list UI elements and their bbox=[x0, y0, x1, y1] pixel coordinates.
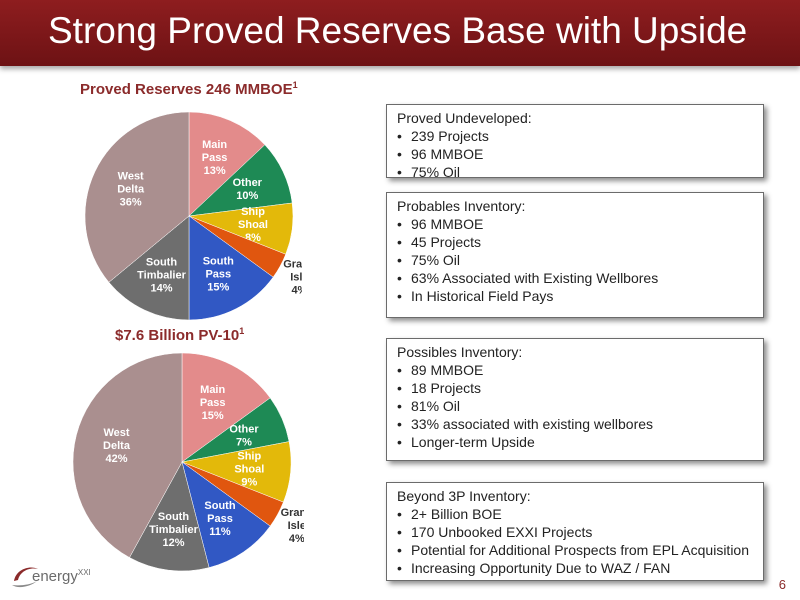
list-item: 75% Oil bbox=[397, 251, 763, 269]
box-title: Probables Inventory: bbox=[397, 198, 526, 214]
pie-label-ship-shoal: Ship Shoal 9% bbox=[234, 450, 264, 488]
box-list: 89 MMBOE 18 Projects 81% Oil 33% associa… bbox=[397, 361, 763, 451]
proved-undeveloped-box: Proved Undeveloped: 239 Projects 96 MMBO… bbox=[386, 104, 764, 181]
list-item: 96 MMBOE bbox=[397, 145, 763, 163]
list-item: Longer-term Upside bbox=[397, 433, 763, 451]
pie-label-west-delta: West Delta 36% bbox=[117, 171, 145, 209]
pie-slice-west-delta bbox=[84, 111, 190, 283]
list-item: 45 Projects bbox=[397, 233, 763, 251]
chart-2-title-footnote: 1 bbox=[239, 326, 245, 336]
logo-wordmark-sup: XXI bbox=[77, 568, 91, 577]
possibles-inventory-box: Possibles Inventory: 89 MMBOE 18 Project… bbox=[386, 338, 764, 461]
pie-slice-south-pass bbox=[181, 461, 271, 568]
list-item: 75% Oil bbox=[397, 163, 763, 181]
box-title: Proved Undeveloped: bbox=[397, 110, 532, 126]
beyond-3p-inventory-box: Beyond 3P Inventory: 2+ Billion BOE 170 … bbox=[386, 482, 764, 581]
chart-1-title-footnote: 1 bbox=[292, 80, 298, 90]
list-item: In Historical Field Pays bbox=[397, 287, 763, 305]
list-item: 81% Oil bbox=[397, 397, 763, 415]
pie-label-main-pass: Main Pass 15% bbox=[200, 384, 226, 422]
energy-xxi-logo: energyXXI bbox=[10, 563, 100, 591]
chart-1-title-text: Proved Reserves 246 MMBOE bbox=[80, 81, 293, 98]
chart-1-title: Proved Reserves 246 MMBOE1 bbox=[80, 80, 298, 98]
slide-title: Strong Proved Reserves Base with Upside bbox=[48, 10, 748, 51]
box-title: Beyond 3P Inventory: bbox=[397, 488, 531, 504]
box-list: 96 MMBOE 45 Projects 75% Oil 63% Associa… bbox=[397, 215, 763, 305]
pie-label-grand-isle: GrandIsle4% bbox=[283, 259, 302, 297]
list-item: 63% Associated with Existing Wellbores bbox=[397, 269, 763, 287]
list-item: 89 MMBOE bbox=[397, 361, 763, 379]
pie-slice-main-pass bbox=[181, 352, 271, 463]
list-item: Increasing Opportunity Due to WAZ / FAN bbox=[397, 559, 763, 577]
pie-label-west-delta: West Delta 42% bbox=[103, 427, 131, 465]
pie-label-other: Other 7% bbox=[229, 424, 259, 449]
pie-label-grand-isle: GrandIsle4% bbox=[281, 507, 304, 545]
chart-2-title: $7.6 Billion PV-101 bbox=[115, 326, 244, 344]
list-item: 33% associated with existing wellbores bbox=[397, 415, 763, 433]
pie-label-south-pass: South Pass 11% bbox=[204, 500, 235, 538]
pie-slice-west-delta bbox=[72, 352, 183, 558]
box-list: 2+ Billion BOE 170 Unbooked EXXI Project… bbox=[397, 505, 763, 577]
title-banner: Strong Proved Reserves Base with Upside bbox=[0, 0, 800, 66]
logo-wordmark: energy bbox=[32, 568, 78, 585]
list-item: 2+ Billion BOE bbox=[397, 505, 763, 523]
pie-label-south-timbalier: South Timbalier 12% bbox=[149, 511, 198, 549]
list-item: 239 Projects bbox=[397, 127, 763, 145]
pie-slice-main-pass bbox=[188, 111, 266, 217]
probables-inventory-box: Probables Inventory: 96 MMBOE 45 Project… bbox=[386, 192, 764, 318]
logo-text: energyXXI bbox=[32, 568, 91, 585]
pie-label-main-pass: Main Pass 13% bbox=[202, 139, 228, 177]
pie-slice-south-pass bbox=[188, 215, 274, 321]
page-number: 6 bbox=[778, 577, 786, 592]
pie-slice-south-timbalier bbox=[108, 215, 190, 321]
pie-label-south-pass: South Pass 15% bbox=[203, 256, 234, 294]
swoosh-icon bbox=[12, 567, 38, 588]
box-list: 239 Projects 96 MMBOE 75% Oil bbox=[397, 127, 763, 181]
chart-2-title-text: $7.6 Billion PV-10 bbox=[115, 327, 240, 344]
list-item: Potential for Additional Prospects from … bbox=[397, 541, 763, 559]
pie-label-ship-shoal: Ship Shoal 8% bbox=[238, 206, 268, 244]
pie-label-south-timbalier: South Timbalier 14% bbox=[137, 256, 186, 294]
pie-slice-south-timbalier bbox=[129, 461, 210, 572]
pie-label-other: Other 10% bbox=[233, 177, 263, 202]
list-item: 96 MMBOE bbox=[397, 215, 763, 233]
box-title: Possibles Inventory: bbox=[397, 344, 523, 360]
list-item: 18 Projects bbox=[397, 379, 763, 397]
list-item: 170 Unbooked EXXI Projects bbox=[397, 523, 763, 541]
